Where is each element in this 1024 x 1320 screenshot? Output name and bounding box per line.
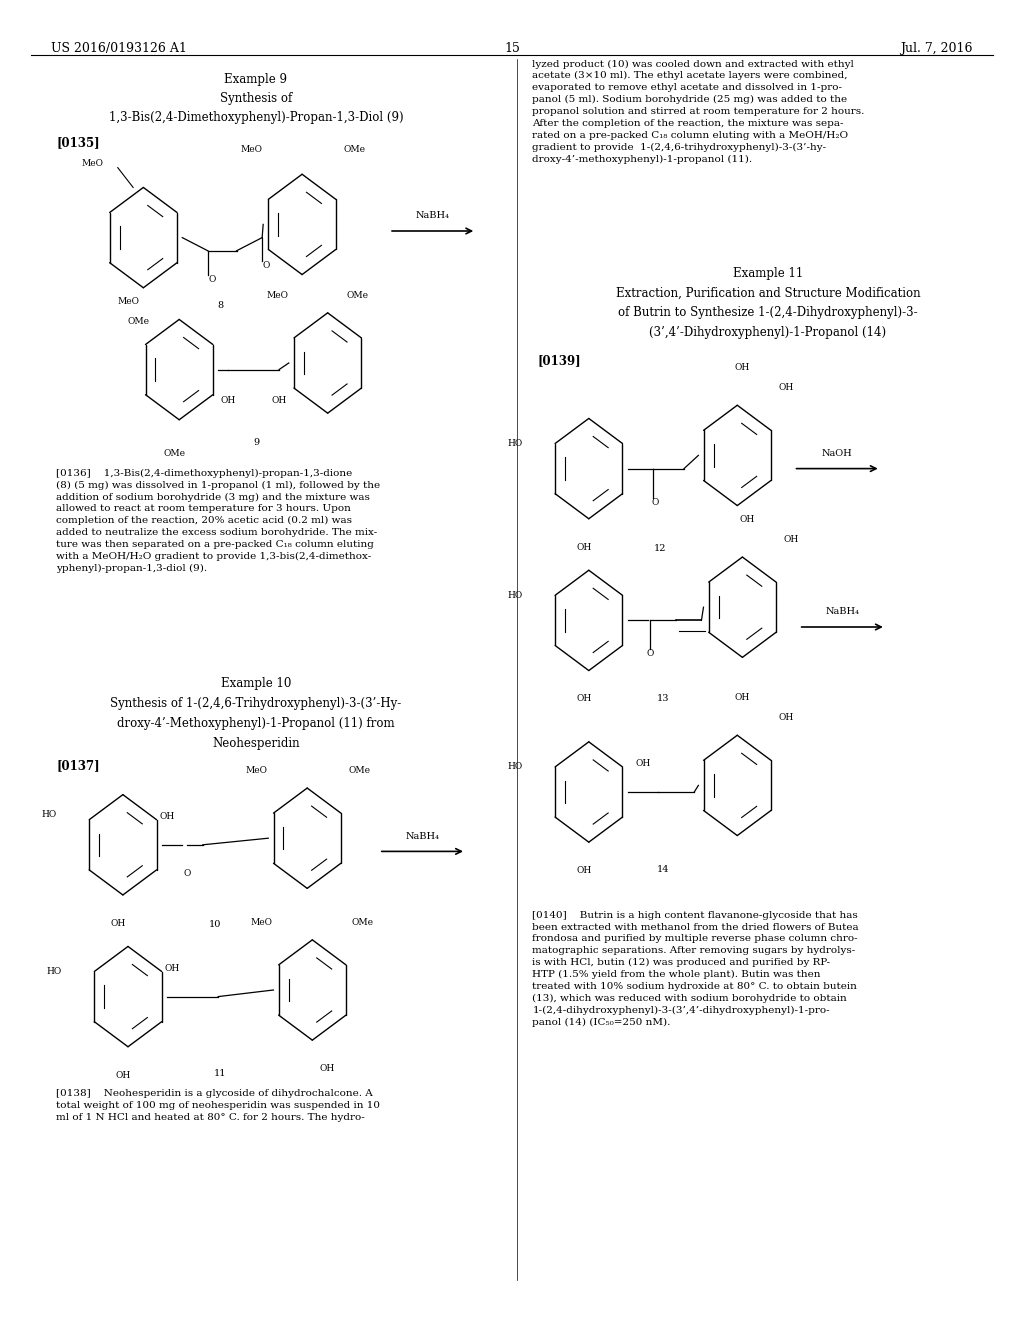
Text: OH: OH [636,759,650,768]
Text: MeO: MeO [241,145,262,154]
Text: MeO: MeO [266,290,288,300]
Text: OH: OH [111,919,125,928]
Text: HO: HO [507,763,522,771]
Text: Example 9: Example 9 [224,73,288,86]
Text: 15: 15 [504,42,520,55]
Text: [0139]: [0139] [538,354,582,367]
Text: MeO: MeO [82,158,103,168]
Text: 1,3-Bis(2,4-Dimethoxyphenyl)-Propan-1,3-Diol (9): 1,3-Bis(2,4-Dimethoxyphenyl)-Propan-1,3-… [109,111,403,124]
Text: OH: OH [778,383,794,392]
Text: 14: 14 [657,865,670,874]
Text: 11: 11 [214,1069,226,1078]
Text: HO: HO [507,440,522,447]
Text: OMe: OMe [351,917,373,927]
Text: OH: OH [160,812,174,821]
Text: Example 11: Example 11 [733,267,803,280]
Text: OH: OH [165,964,179,973]
Text: Jul. 7, 2016: Jul. 7, 2016 [900,42,973,55]
Text: O: O [208,275,216,284]
Text: droxy-4’-Methoxyphenyl)-1-Propanol (11) from: droxy-4’-Methoxyphenyl)-1-Propanol (11) … [117,717,395,730]
Text: NaBH₄: NaBH₄ [416,211,450,220]
Text: NaBH₄: NaBH₄ [406,832,439,841]
Text: OH: OH [735,693,750,702]
Text: OMe: OMe [163,449,185,458]
Text: Neohesperidin: Neohesperidin [212,737,300,750]
Text: lyzed product (10) was cooled down and extracted with ethyl
acetate (3×10 ml). T: lyzed product (10) was cooled down and e… [532,59,865,164]
Text: OH: OH [577,694,591,704]
Text: HO: HO [41,810,56,820]
Text: [0138]    Neohesperidin is a glycoside of dihydrochalcone. A
total weight of 100: [0138] Neohesperidin is a glycoside of d… [56,1089,380,1122]
Text: OMe: OMe [348,766,370,775]
Text: OH: OH [740,515,755,524]
Text: NaBH₄: NaBH₄ [825,607,859,616]
Text: [0135]: [0135] [56,136,100,149]
Text: MeO: MeO [118,297,139,306]
Text: OMe: OMe [127,317,150,326]
Text: OMe: OMe [347,290,369,300]
Text: [0140]    Butrin is a high content flavanone-glycoside that has
been extracted w: [0140] Butrin is a high content flavanon… [532,911,859,1027]
Text: US 2016/0193126 A1: US 2016/0193126 A1 [51,42,187,55]
Text: 12: 12 [654,544,667,553]
Text: MeO: MeO [246,766,267,775]
Text: Synthesis of 1-(2,4,6-Trihydroxyphenyl)-3-(3’-Hy-: Synthesis of 1-(2,4,6-Trihydroxyphenyl)-… [111,697,401,710]
Text: [0136]    1,3-Bis(2,4-dimethoxyphenyl)-propan-1,3-dione
(8) (5 mg) was dissolved: [0136] 1,3-Bis(2,4-dimethoxyphenyl)-prop… [56,469,381,573]
Text: OH: OH [220,396,236,405]
Text: (3’,4’-Dihydroxyphenyl)-1-Propanol (14): (3’,4’-Dihydroxyphenyl)-1-Propanol (14) [649,326,887,339]
Text: Extraction, Purification and Structure Modification: Extraction, Purification and Structure M… [615,286,921,300]
Text: OH: OH [778,713,794,722]
Text: OH: OH [116,1071,130,1080]
Text: O: O [646,649,654,659]
Text: MeO: MeO [251,917,272,927]
Text: [0137]: [0137] [56,759,100,772]
Text: Example 10: Example 10 [221,677,291,690]
Text: OH: OH [319,1064,334,1073]
Text: OMe: OMe [343,145,365,154]
Text: 9: 9 [253,438,259,447]
Text: 13: 13 [657,694,670,704]
Text: OH: OH [783,535,799,544]
Text: OH: OH [577,543,591,552]
Text: of Butrin to Synthesize 1-(2,4-Dihydroxyphenyl)-3-: of Butrin to Synthesize 1-(2,4-Dihydroxy… [618,306,918,319]
Text: O: O [262,261,270,271]
Text: Synthesis of: Synthesis of [220,92,292,106]
Text: O: O [183,869,191,878]
Text: OH: OH [577,866,591,875]
Text: HO: HO [46,968,61,975]
Text: OH: OH [271,396,287,405]
Text: 10: 10 [209,920,221,929]
Text: O: O [651,498,659,507]
Text: NaOH: NaOH [821,449,853,458]
Text: OH: OH [735,363,750,372]
Text: 8: 8 [217,301,223,310]
Text: HO: HO [507,591,522,599]
